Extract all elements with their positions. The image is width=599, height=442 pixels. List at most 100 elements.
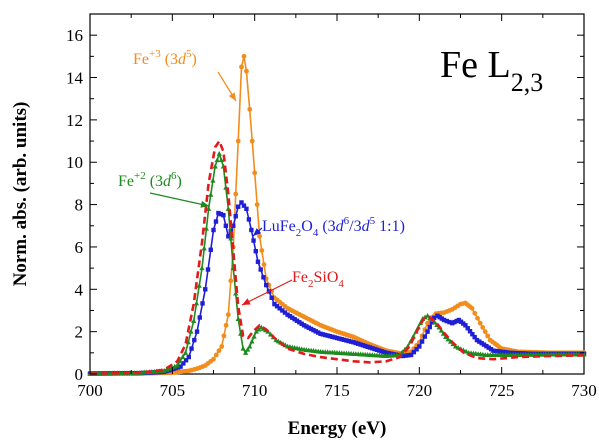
series-line-fe3 — [89, 55, 584, 375]
annotation-fe2sio4-part: Fe — [292, 269, 308, 286]
annotation-lufe2o4-part: O — [301, 218, 313, 235]
data-point — [228, 235, 234, 241]
data-point — [425, 329, 430, 334]
data-point — [251, 238, 256, 243]
x-axis-title: Energy (eV) — [288, 418, 387, 439]
data-point — [274, 304, 280, 309]
chart-title-main: Fe L — [440, 44, 511, 86]
data-point — [422, 334, 428, 339]
data-point — [256, 326, 262, 332]
data-point — [488, 346, 494, 352]
data-point — [432, 319, 438, 325]
data-point — [313, 329, 319, 334]
annotation-lufe2o4-part: (3 — [318, 218, 335, 235]
data-point — [477, 320, 483, 326]
data-point — [484, 343, 489, 349]
data-point — [269, 295, 274, 300]
data-point — [210, 177, 216, 183]
data-point — [308, 326, 314, 332]
data-point — [470, 331, 475, 337]
data-point — [348, 339, 354, 344]
data-point — [431, 315, 437, 321]
data-point — [178, 364, 183, 369]
data-point — [491, 348, 496, 353]
annotation-lufe2o4-part: /3 — [349, 218, 361, 235]
data-point — [251, 333, 257, 339]
data-point — [252, 170, 258, 176]
data-point — [182, 350, 189, 355]
data-point — [353, 340, 359, 346]
data-point — [247, 106, 253, 112]
data-point — [192, 337, 197, 343]
annotation-fe2-part: +2 — [134, 170, 146, 182]
data-point — [527, 351, 532, 356]
data-point — [203, 287, 208, 292]
data-point — [334, 335, 340, 341]
annotation-arrowhead-fe2sio4 — [242, 298, 251, 305]
annotation-arrow-fe2sio4 — [241, 279, 293, 306]
data-point — [520, 351, 525, 356]
x-tick-label: 715 — [324, 381, 350, 400]
data-point — [311, 327, 316, 333]
data-point — [381, 349, 387, 355]
data-point — [231, 223, 236, 228]
annotation-fe2-part: ) — [177, 173, 182, 190]
data-point — [223, 223, 229, 228]
data-point — [211, 356, 216, 362]
data-point — [180, 354, 186, 360]
data-point — [221, 333, 227, 339]
data-point — [277, 306, 282, 311]
chart-title: Fe L2,3 — [440, 44, 543, 97]
data-point — [233, 214, 238, 219]
annotation-fe2sio4-part: SiO — [314, 269, 339, 286]
x-tick-label: 700 — [77, 381, 103, 400]
data-point — [194, 329, 200, 334]
data-point — [341, 337, 347, 343]
data-point — [247, 343, 253, 349]
data-point — [306, 325, 311, 330]
data-point — [245, 346, 251, 352]
data-point — [201, 245, 207, 251]
annotation-lufe2o4-part: 5 — [370, 215, 376, 227]
data-point — [253, 328, 259, 334]
annotation-arrowhead-lufe2o4 — [253, 228, 262, 236]
annotation-fe3-part: d — [178, 51, 187, 68]
data-point — [299, 321, 304, 326]
data-point — [515, 350, 520, 356]
data-point — [205, 206, 212, 211]
data-point — [218, 211, 224, 217]
data-point — [246, 217, 252, 222]
data-point — [400, 353, 406, 359]
data-point — [505, 350, 510, 355]
data-point — [323, 332, 328, 338]
data-point — [191, 318, 197, 324]
data-point — [332, 335, 337, 340]
annotation-lufe2o4: LuFe2O4 (3d6/3d5 1:1) — [262, 215, 405, 239]
data-point — [208, 191, 214, 197]
chart-title-subscript: 2,3 — [511, 68, 544, 97]
data-point — [214, 157, 220, 163]
data-point — [177, 358, 183, 364]
data-point — [261, 262, 267, 267]
data-point — [292, 317, 297, 322]
x-tick-label: 720 — [407, 381, 433, 400]
data-point — [244, 68, 249, 74]
annotation-fe2-part: d — [163, 173, 172, 190]
data-point — [243, 350, 249, 355]
y-tick-label: 14 — [66, 69, 84, 88]
data-point — [282, 310, 288, 315]
series-fe2sio4 — [89, 139, 585, 375]
data-point — [485, 333, 491, 339]
data-point — [297, 320, 302, 325]
data-point — [330, 334, 335, 339]
data-point — [213, 352, 219, 358]
data-point — [427, 324, 432, 330]
data-point — [445, 336, 451, 342]
annotation-fe3-part: +3 — [149, 48, 161, 60]
annotation-fe2sio4-part: 4 — [338, 278, 344, 290]
data-point — [200, 301, 205, 306]
data-point — [216, 210, 221, 216]
data-point — [512, 350, 518, 356]
data-point — [203, 225, 209, 231]
